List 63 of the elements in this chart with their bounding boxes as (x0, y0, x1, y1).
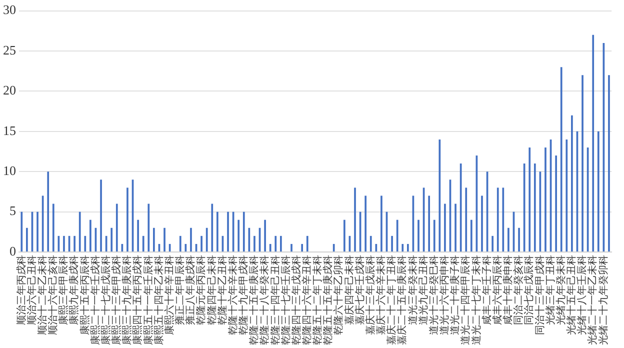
x-tick-label: 顺治十二年乙未科 (36, 255, 48, 335)
x-tick-label: 嘉庆二十五年庚辰科 (396, 255, 408, 345)
x-tick-label: 康熙二十七年戊辰科 (100, 255, 112, 345)
x-tick-label: 乾隆元年丙辰科 (195, 255, 208, 325)
x-tick-label: 康熙三年甲辰科 (58, 255, 70, 325)
x-tick-label: 嘉庆二十二年丁丑科 (386, 255, 398, 345)
x-tick-label: 乾隆五十五年庚戌科 (322, 255, 334, 345)
x-tick-label: 康熙九年庚戌科 (68, 255, 80, 325)
x-tick-label: 康熙五十一年壬辰科 (142, 255, 154, 345)
x-tick-label: 乾隆四年己未科 (206, 255, 218, 325)
x-tick-label: 嘉庆十六年辛未科 (375, 255, 388, 335)
x-tick-label: 乾隆三十四年己丑科 (269, 255, 282, 345)
x-tick-label: 顺治三年丙戌科 (15, 255, 28, 325)
x-tick-label: 光绪十五年己丑科 (566, 255, 578, 335)
y-tick-label: 5 (10, 203, 16, 218)
x-tick-label: 咸丰二年壬子科 (480, 255, 493, 325)
x-tick-label: 乾隆六十年乙卯科 (332, 255, 345, 335)
x-tick-label: 顺治六年己丑科 (26, 255, 38, 325)
x-tick-label: 道光九年己丑科 (417, 255, 430, 325)
x-tick-label: 道光二十七年丁未科 (470, 255, 482, 345)
x-tick-label: 光绪十八年壬辰科 (576, 255, 588, 335)
x-tick-label: 咸丰六年丙辰科 (491, 255, 504, 325)
x-tick-label: 康熙三十三年甲戌科 (110, 255, 123, 345)
y-tick-label: 15 (3, 122, 16, 138)
x-tick-label: 同治七年戊辰科 (523, 255, 536, 325)
x-tick-label: 道光三年癸未科 (406, 255, 419, 325)
x-tick-label: 道光二十年庚子科 (449, 255, 462, 335)
x-tick-label: 道光十六年丙申科 (438, 255, 451, 335)
x-tick-label: 道光二十四年甲辰科 (460, 255, 472, 345)
x-tick-label: 康熙三十九年庚辰科 (121, 255, 134, 345)
x-tick-label: 乾隆十九年甲戌科 (238, 255, 250, 335)
x-tick-label: 乾隆十年乙丑科 (216, 255, 228, 325)
x-tick-label: 嘉庆十三年戊辰科 (364, 255, 376, 335)
x-tick-label: 嘉庆四年己未科 (343, 255, 356, 325)
x-tick-label: 雍正八年庚戌科 (184, 255, 197, 325)
x-tick-label: 康熙二十一年壬戌科 (89, 255, 102, 345)
x-tick-label: 乾隆五十二年丁未科 (312, 255, 324, 345)
x-tick-label: 光绪九年癸未科 (554, 255, 567, 325)
x-tick-label: 顺治十六年己亥科 (47, 255, 60, 335)
x-tick-label: 康熙十五年丙辰科 (78, 255, 91, 335)
x-tick-label: 乾隆三十七年壬辰科 (280, 255, 292, 345)
x-tick-label: 嘉庆七年壬戌科 (354, 255, 366, 325)
y-tick-label: 30 (3, 2, 16, 18)
x-tick-label: 道光十三年癸巳科 (428, 255, 440, 335)
x-tick-label: 乾隆二十五年庚辰科 (248, 255, 260, 345)
x-tick-label: 乾隆四十三年戊戌科 (290, 255, 302, 345)
y-tick-label: 10 (3, 163, 16, 178)
x-tick-label: 咸丰十年庚申科 (502, 255, 514, 325)
x-tick-label: 乾隆四十六年辛丑科 (301, 255, 313, 345)
x-tick-label: 光绪二十一年乙未科 (586, 255, 599, 345)
x-tick-label: 康熙五十四年乙未科 (152, 255, 165, 345)
x-tick-label: 雍正二年甲辰科 (174, 255, 186, 325)
x-tick-label: 乾隆十六年辛未科 (226, 255, 239, 335)
y-tick-label: 0 (10, 243, 16, 258)
y-tick-label: 20 (3, 82, 16, 98)
x-tick-label: 光绪三年丁丑科 (544, 255, 556, 325)
x-tick-label: 乾隆二十八年癸未科 (258, 255, 271, 345)
x-tick-label: 康熙四十五年丙戌科 (132, 255, 144, 345)
x-tick-label: 光绪二十九年癸卯科 (597, 255, 610, 345)
y-tick-label: 25 (3, 42, 16, 58)
x-tick-label: 同治十三年甲戌科 (534, 255, 546, 335)
x-tick-label: 同治二年癸亥科 (512, 255, 525, 325)
x-tick-label: 康熙六十年辛丑科 (163, 255, 176, 335)
